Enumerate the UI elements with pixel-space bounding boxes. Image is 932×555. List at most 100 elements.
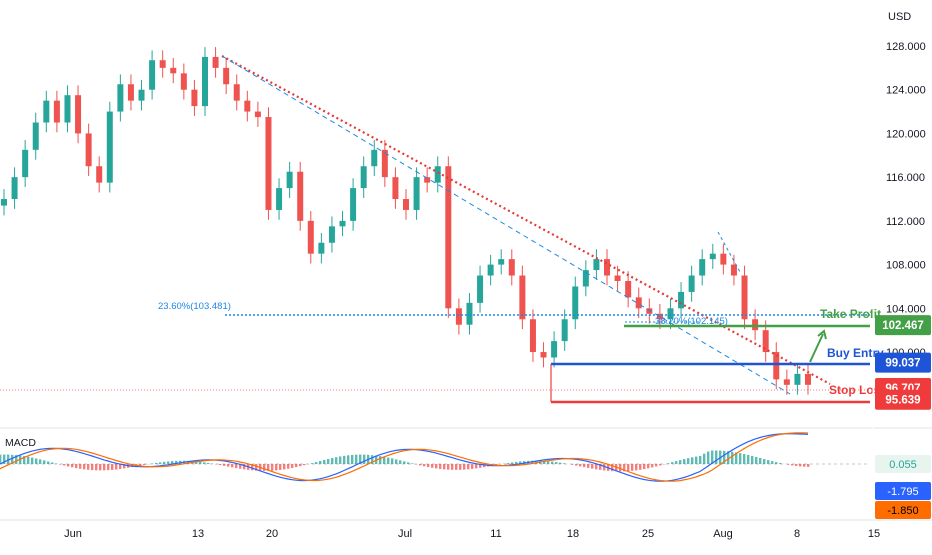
macd-bar (575, 464, 577, 466)
candle-body (519, 276, 525, 320)
candle-body (615, 276, 621, 281)
macd-bar (647, 464, 649, 468)
date-tick-label: Jul (398, 528, 412, 540)
macd-bar (379, 456, 381, 464)
macd-bar (475, 464, 477, 468)
candle-body (805, 374, 811, 385)
macd-bar (795, 464, 797, 466)
candle-body (160, 60, 166, 68)
candle-body (530, 319, 536, 352)
macd-bar (763, 459, 765, 464)
macd-bar (55, 463, 57, 464)
candle-body (488, 265, 494, 276)
macd-bar (331, 458, 333, 464)
macd-bar (271, 464, 273, 471)
date-tick-label: 18 (567, 528, 579, 540)
candle-body (509, 259, 515, 275)
candle-body (107, 112, 113, 183)
candle-body (456, 308, 462, 324)
macd-bar (679, 460, 681, 464)
macd-bar (507, 463, 509, 464)
macd-bar (743, 454, 745, 464)
macd-bar (755, 457, 757, 464)
macd-bar (27, 457, 29, 464)
candle-body (191, 90, 197, 106)
price-tag-label: 99.037 (885, 358, 920, 370)
macd-bar (115, 464, 117, 470)
macd-bar (363, 455, 365, 464)
macd-bar (787, 464, 789, 465)
macd-bar (355, 455, 357, 464)
macd-bar (799, 464, 801, 466)
currency-label: USD (888, 11, 911, 23)
macd-bar (0, 455, 1, 464)
candle-body (139, 90, 145, 101)
candle-body (149, 60, 155, 90)
macd-bar (299, 464, 301, 466)
macd-bar (771, 461, 773, 464)
macd-bar (411, 463, 413, 464)
macd-bar (707, 452, 709, 464)
macd-bar (695, 457, 697, 464)
candle-body (265, 117, 271, 210)
macd-bar (767, 460, 769, 464)
macd-bar (435, 464, 437, 468)
macd-bar (439, 464, 441, 469)
macd-bar (51, 462, 53, 464)
macd-bar (323, 460, 325, 464)
macd-bar (643, 464, 645, 469)
macd-bar (203, 462, 205, 464)
macd-bar (291, 464, 293, 468)
macd-bar (667, 463, 669, 464)
macd-bar (731, 452, 733, 464)
candle-body (784, 379, 790, 384)
macd-bar (219, 464, 221, 465)
price-tick-label: 108.000 (886, 260, 926, 272)
macd-bar (43, 460, 45, 464)
macd-bar (227, 464, 229, 467)
macd-bar (59, 464, 61, 465)
macd-bar (427, 464, 429, 467)
candle-body (33, 123, 39, 150)
macd-bar (775, 462, 777, 464)
date-tick-label: 13 (192, 528, 204, 540)
macd-bar (639, 464, 641, 470)
macd-bar (63, 464, 65, 466)
macd-bar (91, 464, 93, 470)
macd-bar (423, 464, 425, 466)
date-tick-label: 15 (868, 528, 880, 540)
macd-bar (675, 461, 677, 464)
macd-bar (683, 459, 685, 464)
macd-bar (631, 464, 633, 471)
macd-bar (303, 464, 305, 465)
candle-body (276, 188, 282, 210)
candle-body (562, 319, 568, 341)
candle-body (75, 95, 81, 133)
macd-bar (431, 464, 433, 468)
macd-bar (383, 457, 385, 464)
macd-bar (395, 459, 397, 464)
macd-bar (791, 464, 793, 465)
candle-body (308, 221, 314, 254)
date-tick-label: 20 (266, 528, 278, 540)
macd-bar (627, 464, 629, 471)
macd-bar (759, 458, 761, 464)
macd-bar (295, 464, 297, 467)
candle-body (361, 166, 367, 188)
candle-body (54, 101, 60, 123)
candle-body (794, 374, 800, 385)
macd-bar (443, 464, 445, 469)
candle-body (329, 226, 335, 242)
candle-body (445, 166, 451, 308)
date-tick-label: Jun (64, 528, 82, 540)
price-tick-label: 128.000 (886, 41, 926, 53)
date-tick-label: 8 (794, 528, 800, 540)
macd-bar (571, 464, 573, 465)
price-tick-label: 124.000 (886, 85, 926, 97)
candle-body (234, 84, 240, 100)
macd-bar (651, 464, 653, 467)
price-tick-label: 112.000 (886, 216, 925, 228)
price-tick-label: 120.000 (886, 128, 926, 140)
